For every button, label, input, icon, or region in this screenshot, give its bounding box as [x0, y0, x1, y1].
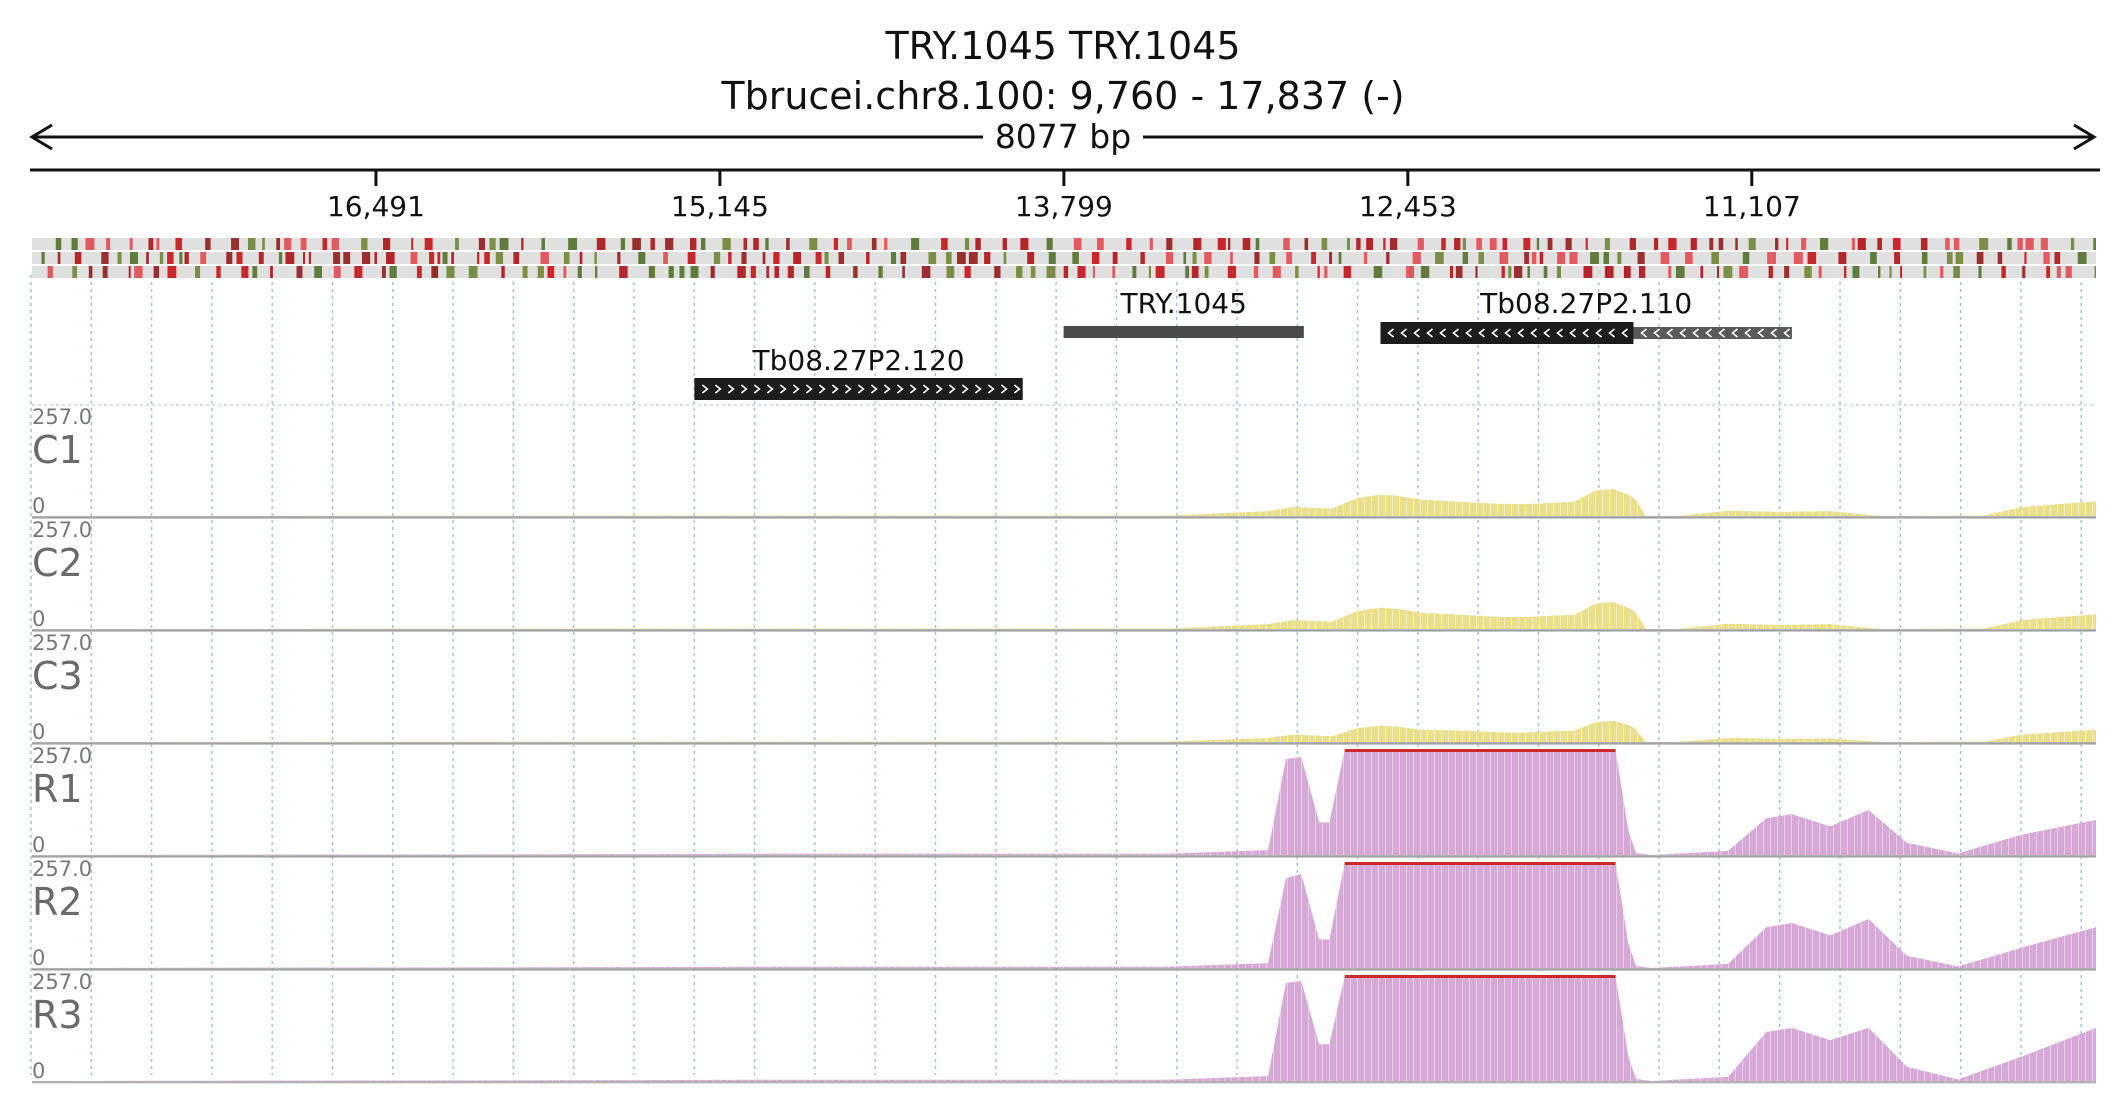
track-min-label: 0 — [32, 607, 45, 631]
track-max-label: 257.0 — [32, 631, 92, 655]
track-max-label: 257.0 — [32, 857, 92, 881]
track-name: C3 — [32, 654, 83, 698]
gene-feature-tb08-27p2-110[interactable]: Tb08.27P2.110 — [1380, 287, 1792, 344]
track-name: R2 — [32, 880, 83, 924]
track-name: R1 — [32, 767, 83, 811]
ruler-tick-label: 15,145 — [671, 190, 769, 223]
track-min-label: 0 — [32, 833, 45, 857]
gene-feature-try-1045[interactable]: TRY.1045 — [1063, 287, 1304, 338]
clipped-marker — [1344, 862, 1616, 865]
track-c2: 257.0C2 0 — [32, 517, 2096, 631]
translation-frames — [32, 238, 2096, 278]
clipped-marker — [1344, 749, 1616, 752]
track-min-label: 0 — [32, 720, 45, 744]
track-r2: 257.0R2 0 — [32, 856, 2096, 970]
track-name: C1 — [32, 428, 83, 472]
coverage-tracks: 257.0C10257.0C20257.0C30257.0R10257.0R20… — [32, 404, 2096, 1084]
track-min-label: 0 — [32, 494, 45, 518]
clipped-marker — [1344, 975, 1616, 978]
gene-title: TRY.1045 TRY.1045 — [885, 24, 1241, 68]
gene-features: TRY.1045 Tb08.27P2.110 Tb08.27P2.120 — [694, 287, 1792, 400]
gene-label: Tb08.27P2.110 — [1479, 287, 1692, 320]
track-min-label: 0 — [32, 1059, 45, 1083]
ruler-tick-label: 12,453 — [1359, 190, 1457, 223]
track-min-label: 0 — [32, 946, 45, 970]
locus-coordinates: Tbrucei.chr8.100: 9,760 - 17,837 (-) — [721, 74, 1405, 118]
track-c1: 257.0C1 0 — [32, 404, 2096, 518]
ruler-tick-label: 16,491 — [327, 190, 425, 223]
ruler-ticks: 16,491 15,145 13,799 12,453 11,107 — [327, 170, 1801, 223]
gene-label: TRY.1045 — [1120, 287, 1247, 320]
track-max-label: 257.0 — [32, 744, 92, 768]
track-name: C2 — [32, 541, 83, 585]
ruler-tick-label: 13,799 — [1015, 190, 1113, 223]
ruler-tick-label: 11,107 — [1703, 190, 1801, 223]
gene-feature-tb08-27p2-120[interactable]: Tb08.27P2.120 — [694, 344, 1023, 400]
track-max-label: 257.0 — [32, 518, 92, 542]
gene-label: Tb08.27P2.120 — [752, 344, 965, 377]
track-name: R3 — [32, 993, 83, 1037]
track-r3: 257.0R3 0 — [32, 969, 2096, 1083]
track-max-label: 257.0 — [32, 405, 92, 429]
track-c3: 257.0C3 0 — [32, 630, 2096, 744]
track-max-label: 257.0 — [32, 970, 92, 994]
span-length-label: 8077 bp — [983, 117, 1143, 157]
track-r1: 257.0R1 0 — [32, 743, 2096, 857]
